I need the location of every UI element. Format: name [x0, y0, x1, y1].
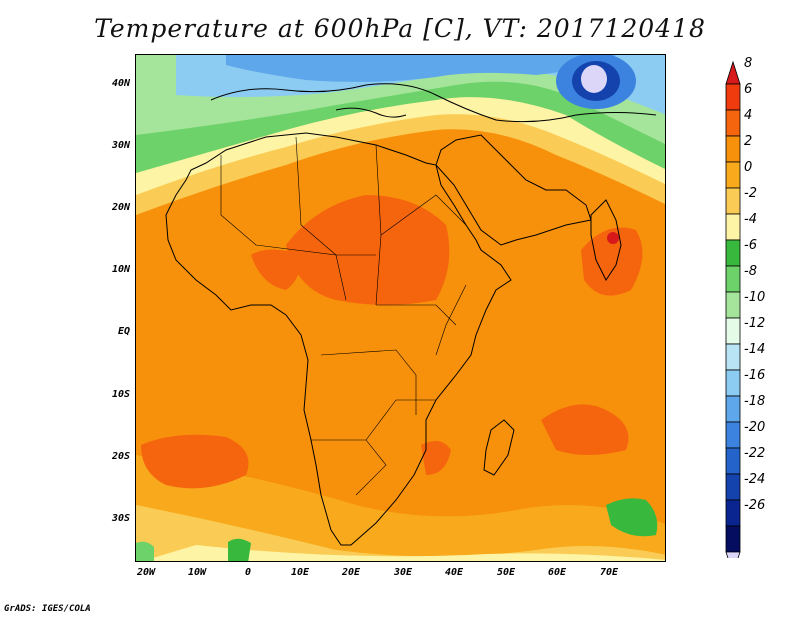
border-1: [220, 155, 257, 246]
lat-label-10n: 10N: [111, 264, 130, 275]
colorbar-swatch: [725, 83, 741, 111]
field-south-band-3: [142, 545, 665, 561]
border-4: [255, 244, 347, 301]
lat-label-30s: 30S: [111, 513, 130, 524]
lon-label-30e: 30E: [393, 567, 413, 578]
colorbar-bottom-triangle: [725, 551, 741, 558]
temperature-field: [136, 55, 665, 561]
colorbar-swatch: [725, 161, 741, 189]
colorbar-label: 2: [744, 134, 753, 149]
lat-label-20n: 20N: [111, 202, 130, 213]
lon-label-60e: 60E: [547, 567, 567, 578]
warm-core-south-atlantic: [141, 434, 249, 489]
colorbar-label: -6: [744, 238, 757, 253]
colorbar-swatch: [725, 135, 741, 163]
colorbar-label: -22: [744, 446, 766, 461]
arabia-coastline: [435, 134, 592, 246]
border-2: [295, 136, 376, 256]
lon-label-10w: 10W: [187, 567, 207, 578]
colorbar-top-triangle: [725, 60, 741, 85]
colorbar-label: -12: [744, 316, 766, 331]
colorbar-label: -26: [744, 498, 766, 513]
border-9: [365, 399, 436, 441]
lon-label-0: 0: [244, 567, 252, 578]
colorbar-swatch: [725, 239, 741, 267]
colorbar-swatch: [725, 473, 741, 501]
colorbar-swatch: [725, 109, 741, 137]
lat-label-40n: 40N: [111, 78, 130, 89]
colorbar-label: -10: [744, 290, 766, 305]
madagascar-coastline: [483, 419, 515, 476]
colorbar-swatch: [725, 447, 741, 475]
warm-core-mozambique: [421, 441, 451, 475]
colorbar-swatch: [725, 213, 741, 241]
warm-core-west: [251, 249, 300, 290]
colorbar-label: -14: [744, 342, 766, 357]
lon-label-10e: 10E: [290, 567, 310, 578]
lat-label-10s: 10S: [111, 389, 130, 400]
coastlines: [165, 83, 657, 546]
border-5: [380, 194, 467, 236]
colorbar-swatch: [725, 291, 741, 319]
border-7: [320, 349, 417, 415]
africa-coastline: [165, 132, 512, 546]
cold-pool-core: [581, 65, 607, 93]
country-borders: [220, 136, 467, 496]
lon-label-50e: 50E: [496, 567, 516, 578]
colorbar-label: 0: [744, 160, 753, 175]
colorbar-swatch: [725, 525, 741, 553]
colorbar-swatch: [725, 317, 741, 345]
colorbar-swatch: [725, 499, 741, 527]
colorbar-label: -8: [744, 264, 757, 279]
field-south-band-2: [136, 505, 665, 561]
colorbar-swatch: [725, 369, 741, 397]
colorbar-label: -16: [744, 368, 766, 383]
colorbar-swatch: [725, 343, 741, 371]
lat-label-30n: 30N: [111, 140, 130, 151]
med-islands: [335, 107, 407, 118]
colorbar: [725, 60, 741, 558]
lon-label-20w: 20W: [136, 567, 156, 578]
map-panel: [135, 54, 666, 562]
colorbar-swatch: [725, 265, 741, 293]
warm-max-arabian-sea: [607, 232, 619, 244]
map-title: Temperature at 600hPa [C], VT: 201712041…: [94, 14, 706, 43]
cool-patch-southeast: [606, 498, 658, 537]
field-north-band-6: [226, 55, 616, 82]
colorbar-label: -4: [744, 212, 757, 227]
colorbar-label: -2: [744, 186, 757, 201]
warm-core-arabian-sea: [581, 227, 643, 296]
credit-text: GrADS: IGES/COLA: [4, 604, 91, 614]
colorbar-label: 4: [744, 108, 753, 123]
lat-label-20s: 20S: [111, 451, 130, 462]
colorbar-label: -18: [744, 394, 766, 409]
colorbar-label: -20: [744, 420, 766, 435]
cool-patch-south-2: [136, 541, 154, 561]
colorbar-swatch: [725, 395, 741, 423]
lon-label-40e: 40E: [444, 567, 464, 578]
border-10: [435, 284, 467, 356]
lon-label-70e: 70E: [599, 567, 619, 578]
cool-patch-south-1: [228, 538, 251, 561]
mediterranean-coastline: [210, 83, 657, 123]
lat-label-eq: EQ: [117, 326, 130, 337]
lon-label-20e: 20E: [341, 567, 361, 578]
colorbar-swatch: [725, 421, 741, 449]
colorbar-label: -24: [744, 472, 766, 487]
colorbar-label: 6: [744, 82, 753, 97]
warm-core-sahel: [286, 195, 450, 305]
border-8: [311, 439, 387, 496]
warm-core-indian-ocean: [541, 404, 629, 455]
colorbar-label: 8: [744, 56, 753, 71]
india-coastline: [590, 199, 622, 281]
colorbar-swatch: [725, 187, 741, 215]
